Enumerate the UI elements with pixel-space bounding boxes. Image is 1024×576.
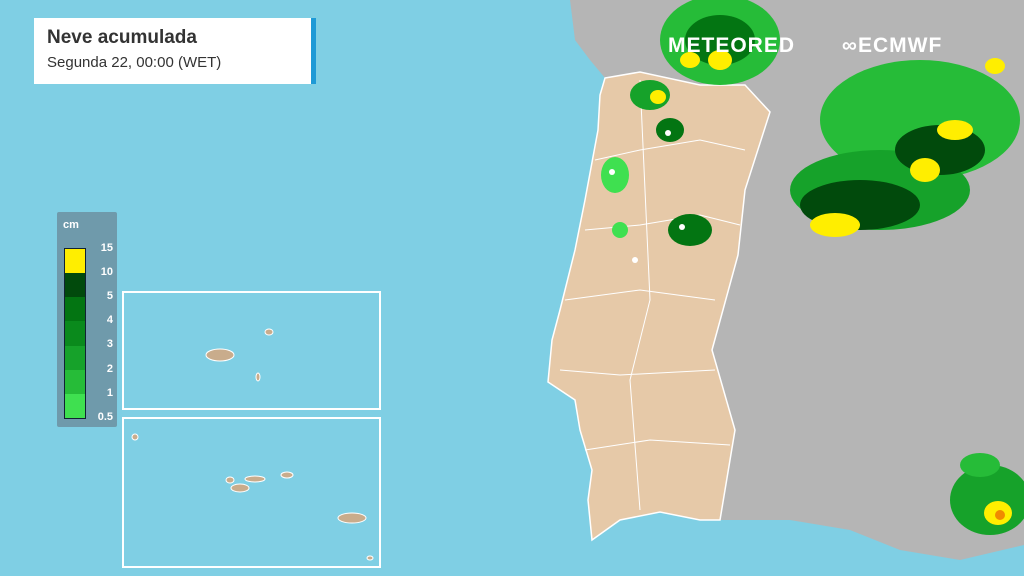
legend-swatch	[65, 321, 85, 346]
map-title-panel: Neve acumulada Segunda 22, 00:00 (WET)	[34, 18, 316, 84]
cities	[609, 130, 685, 263]
ecmwf-symbol-icon: ∞	[842, 34, 858, 57]
map-title: Neve acumulada	[47, 27, 197, 48]
legend-swatch	[65, 393, 85, 418]
legend-swatch	[65, 273, 85, 298]
legend-label: 15	[100, 242, 113, 254]
legend-label: 0.5	[97, 410, 113, 423]
madeira-islands	[205, 328, 274, 382]
legend-label: 2	[106, 362, 113, 375]
legend-label: 4	[106, 314, 113, 327]
legend-unit: cm	[63, 219, 79, 231]
snow-accumulation-areas	[601, 0, 1024, 535]
map-timestamp: Segunda 22, 00:00 (WET)	[47, 54, 222, 71]
legend-swatch	[65, 297, 85, 322]
district-borders	[559, 79, 746, 511]
legend-color-bar	[64, 248, 86, 419]
legend-swatch	[65, 249, 85, 274]
meteored-logo: METEORED	[668, 34, 796, 57]
legend-swatch	[65, 369, 85, 394]
madeira-inset	[122, 291, 381, 410]
azores-inset	[122, 417, 381, 568]
ecmwf-text: ECMWF	[857, 34, 943, 57]
color-legend: cm 15 10 5 4 3 2 1 0.5	[57, 212, 117, 427]
legend-label: 10	[100, 266, 113, 279]
legend-label: 1	[106, 386, 113, 399]
azores-islands	[131, 433, 374, 561]
ecmwf-logo: ∞ECMWF	[842, 34, 942, 58]
legend-label: 3	[106, 338, 113, 351]
portugal-land	[547, 71, 771, 542]
legend-swatch	[65, 345, 85, 370]
legend-label: 5	[106, 290, 113, 303]
